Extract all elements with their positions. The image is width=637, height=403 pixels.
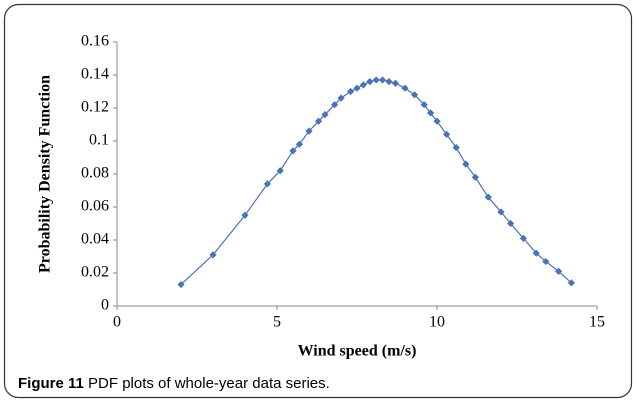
data-point xyxy=(532,249,540,257)
data-point xyxy=(462,160,470,168)
x-axis-label: Wind speed (m/s) xyxy=(298,343,417,360)
data-point xyxy=(337,94,345,102)
data-point xyxy=(411,91,419,99)
data-point xyxy=(542,257,550,266)
data-point xyxy=(391,79,399,87)
data-point xyxy=(305,127,313,135)
data-point xyxy=(177,280,185,289)
data-point xyxy=(366,78,374,86)
data-point xyxy=(331,101,339,109)
y-tick-label: 0.16 xyxy=(81,33,109,50)
data-point xyxy=(347,87,355,96)
x-tick-label: 10 xyxy=(429,314,445,331)
data-point xyxy=(420,101,428,109)
data-point xyxy=(427,109,435,117)
data-point xyxy=(507,219,515,228)
y-tick-label: 0.04 xyxy=(81,231,109,248)
data-point xyxy=(567,279,575,287)
data-point xyxy=(443,130,451,138)
caption: Figure 11 PDF plots of whole-year data s… xyxy=(18,375,330,392)
y-tick-label: 0.14 xyxy=(81,66,109,83)
data-point xyxy=(353,84,361,92)
y-tick-label: 0 xyxy=(101,297,109,314)
data-point xyxy=(385,78,393,86)
data-point xyxy=(241,211,249,219)
data-point xyxy=(484,193,492,201)
data-point xyxy=(315,117,323,125)
y-tick-label: 0.08 xyxy=(81,165,109,182)
data-point xyxy=(295,140,303,148)
data-point xyxy=(321,111,329,119)
data-point xyxy=(372,76,380,84)
data-point xyxy=(289,147,297,155)
data-point xyxy=(471,173,479,181)
data-point xyxy=(433,117,441,125)
data-point xyxy=(401,84,409,92)
figure-frame xyxy=(3,3,633,399)
x-tick-label: 0 xyxy=(113,314,121,331)
data-point xyxy=(497,208,505,216)
data-point xyxy=(263,180,271,188)
caption-text: PDF plots of whole-year data series. xyxy=(88,375,330,392)
y-axis-label: Probability Density Function xyxy=(37,75,54,273)
data-point xyxy=(452,144,460,152)
data-point xyxy=(555,267,563,275)
y-tick-label: 0.1 xyxy=(89,132,109,149)
x-tick-label: 15 xyxy=(589,314,605,331)
data-point xyxy=(359,81,367,89)
data-point xyxy=(276,167,284,175)
caption-label: Figure 11 xyxy=(18,375,84,392)
y-tick-label: 0.12 xyxy=(81,99,109,116)
x-tick-label: 5 xyxy=(273,314,281,331)
data-point xyxy=(379,76,387,84)
y-tick-label: 0.02 xyxy=(81,264,109,281)
y-tick-label: 0.06 xyxy=(81,198,109,215)
data-point xyxy=(209,251,217,259)
data-point xyxy=(519,234,527,242)
